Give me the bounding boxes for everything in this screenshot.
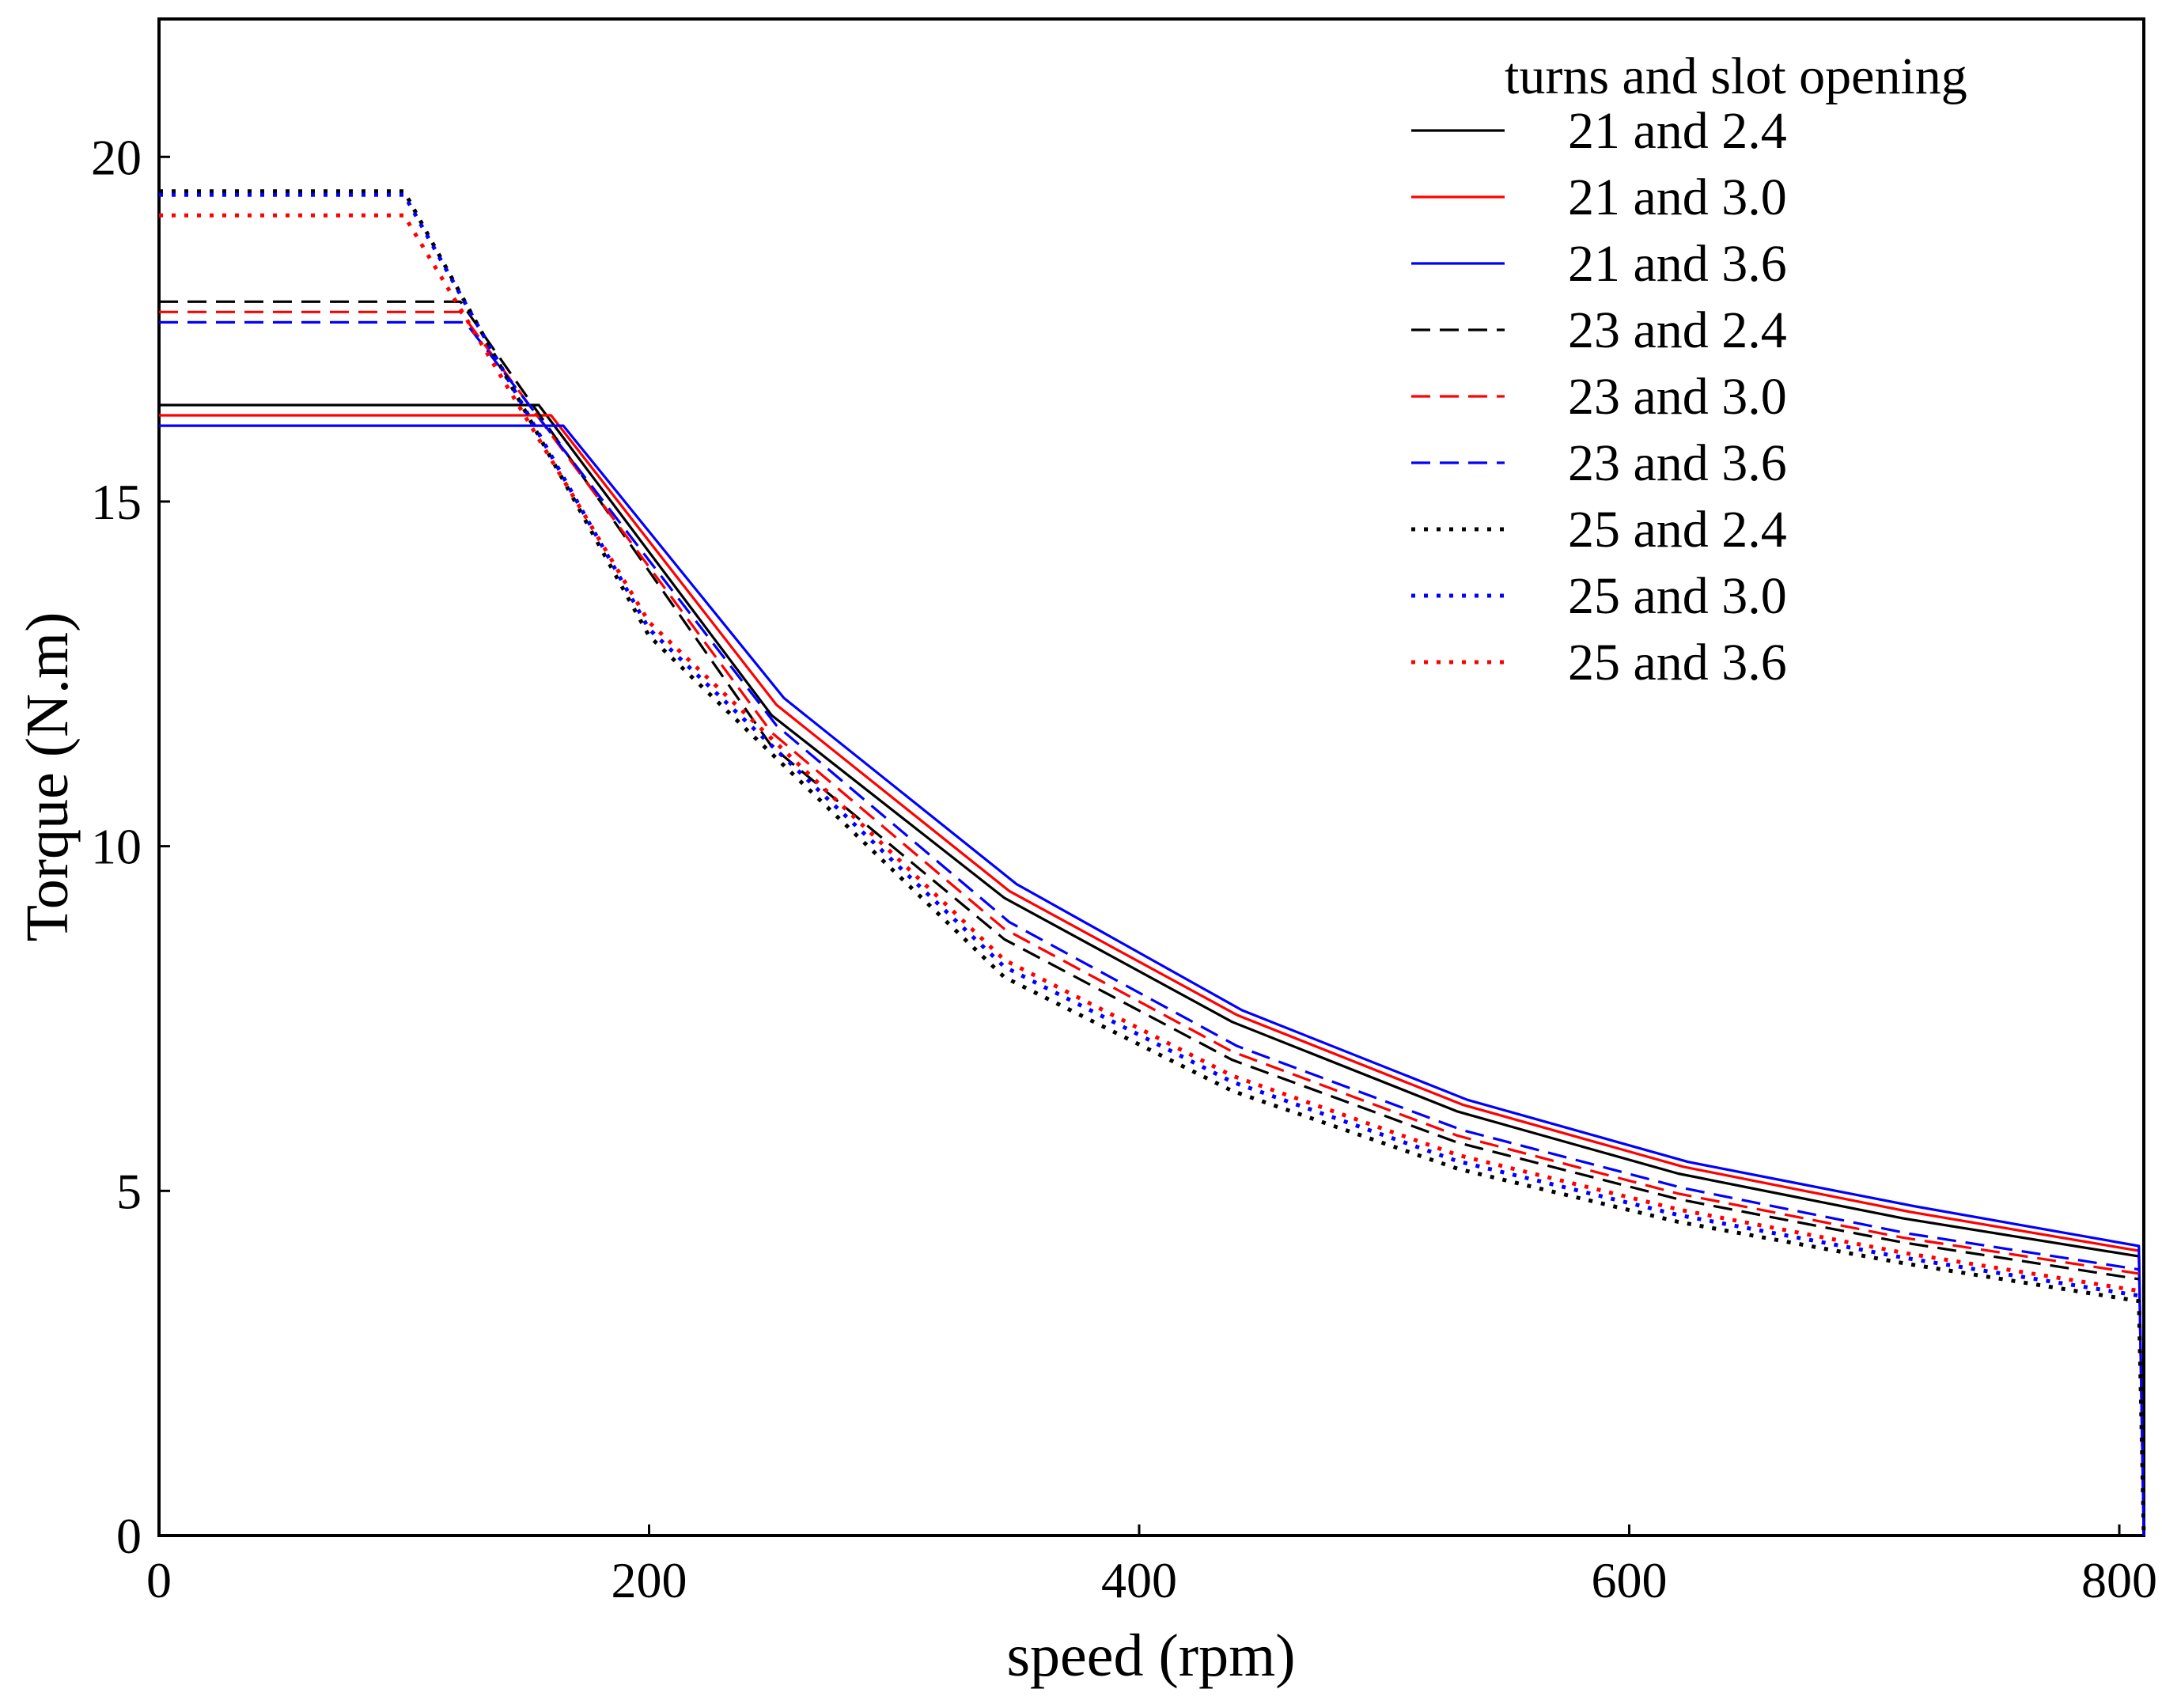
series-line-21-and-3-6 (159, 424, 2145, 1536)
legend-label: 21 and 3.6 (1568, 235, 1787, 293)
legend-title: turns and slot opening (1505, 47, 1967, 105)
legend-label: 21 and 3.0 (1568, 169, 1787, 226)
x-tick-label: 200 (611, 1552, 687, 1608)
series-line-21-and-2-4 (159, 403, 2145, 1536)
x-tick-label: 800 (2081, 1552, 2157, 1608)
series-line-23-and-3-0 (159, 310, 2140, 1275)
legend-label: 25 and 3.0 (1568, 567, 1787, 625)
series-layer (159, 189, 2146, 1536)
x-tick-label: 400 (1101, 1552, 1177, 1608)
legend-label: 23 and 3.6 (1568, 434, 1787, 492)
series-line-23-and-3-6 (159, 320, 2140, 1271)
legend-label: 25 and 3.6 (1568, 634, 1787, 691)
legend-label: 23 and 3.0 (1568, 368, 1787, 426)
y-tick-label: 10 (91, 819, 142, 875)
axis-ticks: 0 200 400 600 800 0 5 10 15 20 (91, 129, 2157, 1608)
legend-label: 25 and 2.4 (1568, 501, 1787, 559)
series-line-25-and-3-6 (159, 213, 2140, 1293)
plot-frame (157, 17, 2145, 1537)
y-tick-label: 0 (116, 1508, 142, 1564)
series-line-25-and-2-4 (159, 189, 2146, 1536)
x-axis-title: speed (rpm) (1006, 1623, 1295, 1689)
legend-label: 23 and 2.4 (1568, 301, 1787, 359)
y-axis-title: Torque (N.m) (14, 612, 81, 942)
legend: turns and slot opening 21 and 2.4 21 and … (1411, 47, 1967, 691)
x-tick-label: 0 (146, 1552, 172, 1608)
y-tick-label: 5 (116, 1163, 142, 1219)
y-tick-label: 20 (91, 129, 142, 185)
y-tick-label: 15 (91, 474, 142, 530)
series-line-25-and-3-0 (159, 192, 2140, 1298)
series-line-23-and-2-4 (159, 300, 2140, 1281)
series-line-21-and-3-0 (159, 414, 2145, 1536)
legend-label: 21 and 2.4 (1568, 102, 1787, 160)
x-tick-label: 600 (1592, 1552, 1668, 1608)
